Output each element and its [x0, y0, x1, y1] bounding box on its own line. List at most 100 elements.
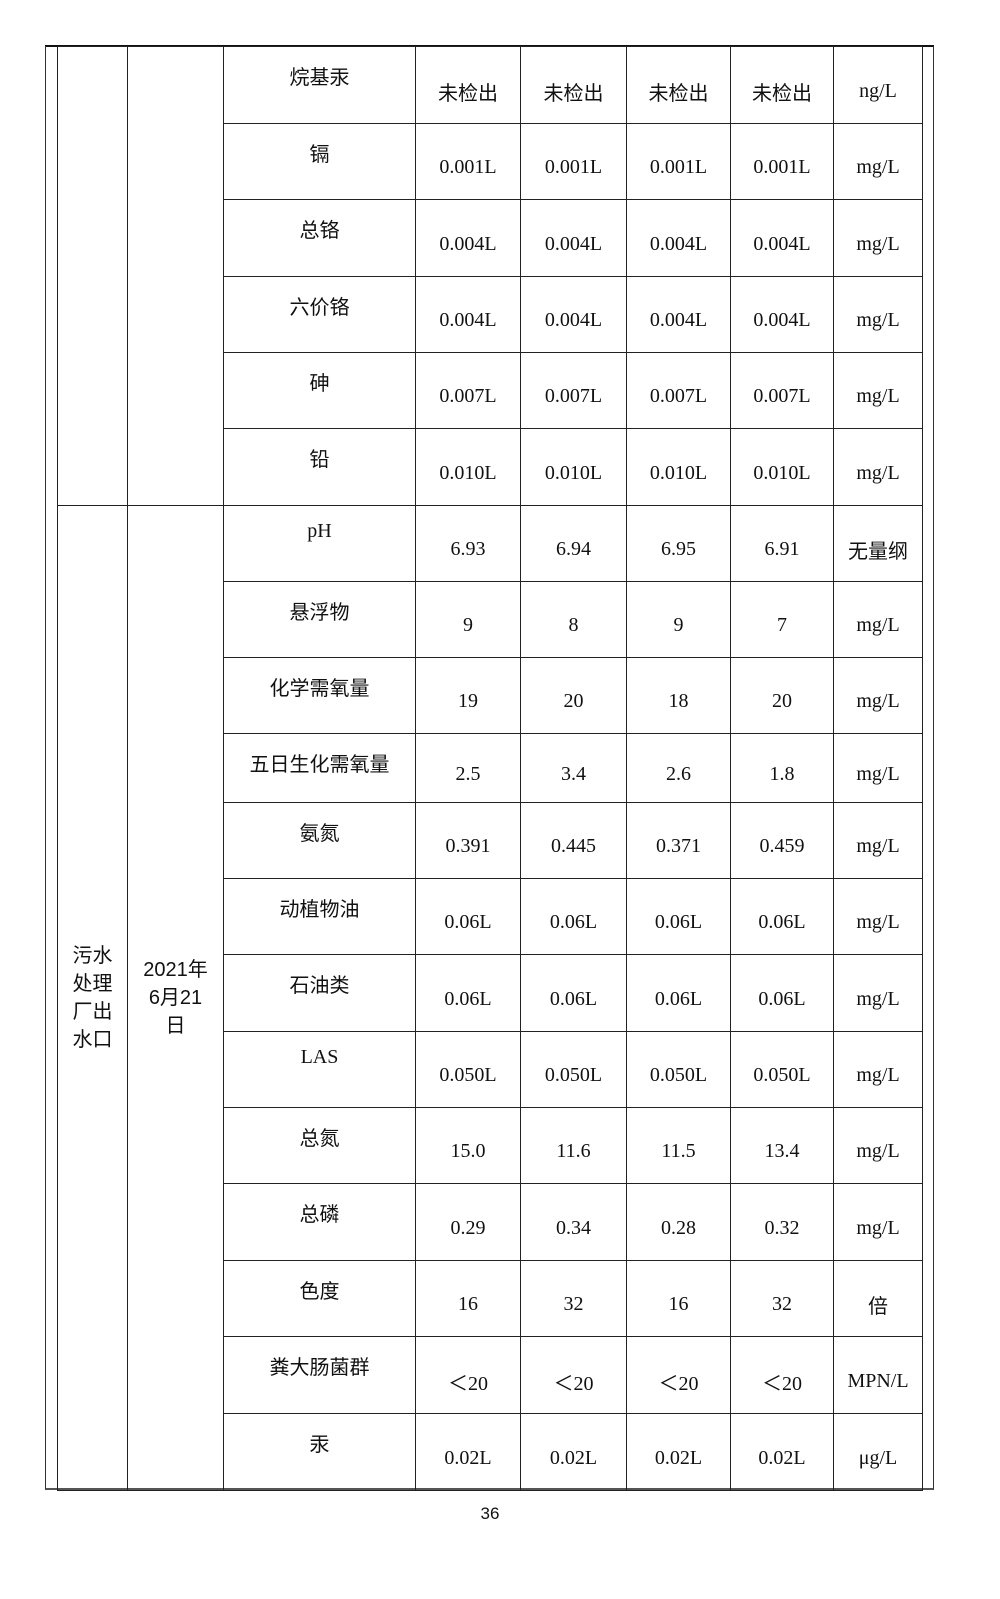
parameter-cell: 总铬: [223, 199, 416, 277]
value-cell: 20: [520, 657, 627, 734]
parameter-cell: 总氮: [223, 1107, 416, 1184]
value-cell: 0.007L: [520, 352, 627, 429]
date-cell: 2021年6月21日: [127, 505, 224, 1491]
value-cell: ＜20: [730, 1336, 834, 1414]
value-cell: 0.06L: [415, 878, 521, 955]
parameter-cell: 烷基汞: [223, 46, 416, 124]
value-cell: 未检出: [415, 46, 521, 124]
table-row: 六价铬 0.004L 0.004L 0.004L 0.004L mg/L: [58, 276, 923, 353]
value-cell: 2.6: [626, 733, 731, 803]
table-row: 氨氮 0.391 0.445 0.371 0.459 mg/L: [58, 802, 923, 879]
value-cell: 6.94: [520, 505, 627, 582]
monitoring-results-table: 烷基汞 未检出 未检出 未检出 未检出 ng/L 镉 0.001L 0.001L 0.001L 0.…: [57, 46, 923, 1491]
value-cell: 0.06L: [520, 878, 627, 955]
value-cell: 0.050L: [730, 1031, 834, 1108]
unit-cell: mg/L: [833, 1183, 923, 1261]
value-cell: 0.445: [520, 802, 627, 879]
value-cell: 0.004L: [415, 199, 521, 277]
value-cell: 3.4: [520, 733, 627, 803]
site-cell: [57, 46, 128, 506]
value-cell: 15.0: [415, 1107, 521, 1184]
value-cell: 0.004L: [730, 199, 834, 277]
table-row: 镉 0.001L 0.001L 0.001L 0.001L mg/L: [58, 123, 923, 200]
parameter-cell: LAS: [223, 1031, 416, 1108]
unit-cell: mg/L: [833, 802, 923, 879]
value-cell: 0.004L: [520, 199, 627, 277]
unit-cell: μg/L: [833, 1413, 923, 1491]
value-cell: 18: [626, 657, 731, 734]
parameter-cell: 化学需氧量: [223, 657, 416, 734]
table-row: 烷基汞 未检出 未检出 未检出 未检出 ng/L: [57, 46, 923, 506]
parameter-cell: 动植物油: [223, 878, 416, 955]
parameter-cell: 镉: [223, 123, 416, 200]
unit-cell: mg/L: [833, 878, 923, 955]
value-cell: 0.02L: [730, 1413, 834, 1491]
value-cell: 0.02L: [520, 1413, 627, 1491]
value-cell: 0.001L: [415, 123, 521, 200]
value-cell: 0.001L: [520, 123, 627, 200]
value-cell: 0.391: [415, 802, 521, 879]
value-cell: ＜20: [520, 1336, 627, 1414]
value-cell: 0.007L: [730, 352, 834, 429]
value-cell: 9: [626, 581, 731, 658]
parameter-cell: 汞: [223, 1413, 416, 1491]
table-row: 化学需氧量 19 20 18 20 mg/L: [58, 657, 923, 734]
unit-cell: mg/L: [833, 733, 923, 803]
unit-cell: mg/L: [833, 954, 923, 1032]
table-row: 粪大肠菌群 ＜20 ＜20 ＜20 ＜20 MPN/L: [58, 1336, 923, 1414]
value-cell: ＜20: [626, 1336, 731, 1414]
value-cell: 0.459: [730, 802, 834, 879]
unit-cell: mg/L: [833, 199, 923, 277]
value-cell: 0.007L: [415, 352, 521, 429]
value-cell: 0.06L: [730, 878, 834, 955]
unit-cell: mg/L: [833, 123, 923, 200]
value-cell: 0.004L: [730, 276, 834, 353]
value-cell: 8: [520, 581, 627, 658]
value-cell: 0.050L: [626, 1031, 731, 1108]
value-cell: 0.32: [730, 1183, 834, 1261]
date-cell: [127, 46, 224, 506]
table-row: 汞 0.02L 0.02L 0.02L 0.02L μg/L: [58, 1413, 923, 1491]
unit-cell: mg/L: [833, 1031, 923, 1108]
page-number: 36: [480, 1504, 500, 1523]
table-row: 污水处理厂出水口 2021年6月21日 pH 6.93 6.94 6.95 6.91 无量纲: [57, 505, 923, 1491]
table-row: 砷 0.007L 0.007L 0.007L 0.007L mg/L: [58, 352, 923, 429]
value-cell: 6.91: [730, 505, 834, 582]
value-cell: 19: [415, 657, 521, 734]
value-cell: 16: [415, 1260, 521, 1337]
value-cell: 32: [520, 1260, 627, 1337]
value-cell: 11.5: [626, 1107, 731, 1184]
value-cell: 1.8: [730, 733, 834, 803]
value-cell: 未检出: [730, 46, 834, 124]
value-cell: 2.5: [415, 733, 521, 803]
value-cell: 0.004L: [626, 199, 731, 277]
value-cell: 0.010L: [626, 428, 731, 506]
table-row: 铅 0.010L 0.010L 0.010L 0.010L mg/L: [58, 428, 923, 506]
value-cell: 9: [415, 581, 521, 658]
parameter-cell: 粪大肠菌群: [223, 1336, 416, 1414]
parameter-cell: 氨氮: [223, 802, 416, 879]
value-cell: 0.010L: [415, 428, 521, 506]
value-cell: 7: [730, 581, 834, 658]
value-cell: 0.010L: [520, 428, 627, 506]
unit-cell: 无量纲: [833, 505, 923, 582]
value-cell: 0.007L: [626, 352, 731, 429]
table-row: 五日生化需氧量 2.5 3.4 2.6 1.8 mg/L: [58, 733, 923, 803]
value-cell: 0.06L: [626, 954, 731, 1032]
value-cell: 6.95: [626, 505, 731, 582]
table-row: 色度 16 32 16 32 倍: [58, 1260, 923, 1337]
value-cell: 0.02L: [415, 1413, 521, 1491]
value-cell: 0.06L: [730, 954, 834, 1032]
unit-cell: mg/L: [833, 657, 923, 734]
value-cell: ＜20: [415, 1336, 521, 1414]
value-cell: 0.004L: [626, 276, 731, 353]
value-cell: 16: [626, 1260, 731, 1337]
parameter-cell: 六价铬: [223, 276, 416, 353]
unit-cell: MPN/L: [833, 1336, 923, 1414]
unit-cell: 倍: [833, 1260, 923, 1337]
value-cell: 未检出: [626, 46, 731, 124]
value-cell: 0.010L: [730, 428, 834, 506]
unit-cell: mg/L: [833, 1107, 923, 1184]
parameter-cell: 悬浮物: [223, 581, 416, 658]
value-cell: 0.001L: [626, 123, 731, 200]
